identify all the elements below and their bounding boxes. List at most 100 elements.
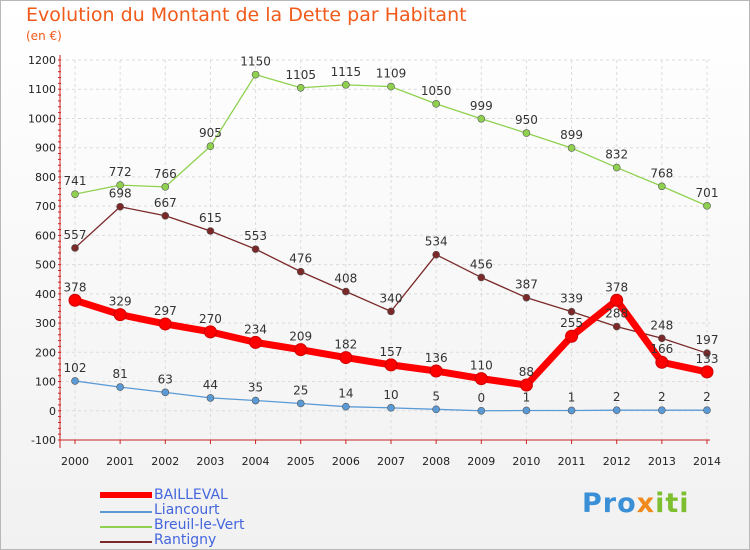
data-label-breuil-le-vert: 1115 [331,65,362,79]
data-point-liancourt [251,396,260,405]
data-label-breuil-le-vert: 701 [696,186,719,200]
data-label-rantigny: 553 [244,229,267,243]
data-point-breuil-le-vert [161,183,170,191]
data-label-breuil-le-vert: 905 [199,126,222,140]
y-tick-label: 1200 [28,54,56,67]
data-point-breuil-le-vert [432,100,440,108]
data-label-bailleval: 166 [650,342,673,356]
data-label-bailleval: 157 [380,345,403,359]
x-tick-label: 2008 [422,455,450,468]
x-tick-label: 2011 [558,455,586,468]
x-tick-label: 2001 [106,455,134,468]
legend-swatch-breuil-le-vert [100,526,152,528]
data-label-bailleval: 136 [425,351,448,365]
legend-label-bailleval: BAILLEVAL [154,487,228,503]
data-point-rantigny [206,227,215,235]
data-point-bailleval [113,308,127,322]
data-label-rantigny: 339 [560,292,583,306]
y-tick-label: 600 [35,229,56,242]
data-point-rantigny [342,287,350,296]
data-label-bailleval: 110 [470,359,493,373]
y-tick-label: 700 [35,200,56,213]
data-label-liancourt: 2 [658,390,666,404]
data-label-bailleval: 182 [334,338,357,352]
data-label-breuil-le-vert: 1109 [376,67,407,81]
x-tick-label: 2014 [693,455,721,468]
data-point-breuil-le-vert [703,202,711,210]
data-point-breuil-le-vert [296,83,305,92]
data-label-liancourt: 102 [64,361,87,375]
legend-label-liancourt: Liancourt [154,502,220,518]
data-point-rantigny [612,322,621,331]
x-tick-label: 2007 [377,455,405,468]
data-point-breuil-le-vert [612,163,621,172]
data-label-liancourt: 10 [383,388,398,402]
data-point-breuil-le-vert [477,114,486,123]
data-label-rantigny: 408 [334,272,357,286]
legend-swatch-rantigny [100,541,152,543]
data-label-breuil-le-vert: 768 [650,166,673,180]
x-tick-label: 2000 [61,455,89,468]
data-point-rantigny [251,245,260,253]
data-point-bailleval [158,317,172,331]
data-point-liancourt [432,405,440,414]
data-point-breuil-le-vert [206,142,215,151]
data-point-breuil-le-vert [116,181,124,189]
data-point-rantigny [296,267,305,276]
data-point-bailleval [68,293,82,307]
series-lines [68,70,714,415]
data-label-liancourt: 81 [113,367,128,381]
data-point-breuil-le-vert [342,81,350,89]
y-tick-label: 200 [35,346,56,359]
data-label-breuil-le-vert: 772 [109,165,132,179]
data-label-rantigny: 248 [650,318,673,332]
data-point-liancourt [116,383,124,391]
data-label-liancourt: 35 [248,381,263,395]
data-point-rantigny [116,202,124,211]
data-point-bailleval [655,355,669,369]
data-label-breuil-le-vert: 741 [64,174,87,188]
data-label-liancourt: 44 [203,378,218,392]
data-label-liancourt: 5 [432,389,440,403]
data-point-liancourt [342,402,350,411]
x-tick-label: 2004 [242,455,270,468]
x-tick-label: 2012 [603,455,631,468]
data-point-liancourt [296,399,305,408]
data-label-rantigny: 476 [289,252,312,266]
data-point-bailleval [339,351,353,365]
x-tick-label: 2003 [196,455,224,468]
data-label-breuil-le-vert: 1105 [285,68,316,82]
x-tick-label: 2006 [332,455,360,468]
data-point-liancourt [477,406,486,415]
legend-swatch-bailleval [100,492,152,498]
data-point-liancourt [703,406,711,414]
legend-swatch-liancourt [100,511,152,513]
data-label-liancourt: 1 [523,390,531,404]
legend-label-rantigny: Rantigny [154,532,217,548]
data-point-bailleval [203,325,217,339]
grid [60,59,710,441]
y-tick-label: 1100 [28,83,56,96]
data-point-breuil-le-vert [522,129,531,137]
data-point-breuil-le-vert [251,70,260,79]
data-point-liancourt [387,404,395,412]
data-label-rantigny: 534 [425,235,448,249]
data-label-rantigny: 456 [470,257,493,271]
data-point-breuil-le-vert [71,190,79,198]
data-label-breuil-le-vert: 766 [154,167,177,181]
data-label-breuil-le-vert: 899 [560,128,583,142]
y-tick-label: 300 [35,317,56,330]
data-point-liancourt [612,406,621,414]
data-label-bailleval: 88 [519,365,534,379]
data-point-rantigny [71,244,79,252]
y-tick-label: 800 [35,171,56,184]
data-label-breuil-le-vert: 832 [605,148,628,162]
y-tick-label: 400 [35,288,56,301]
data-label-bailleval: 234 [244,322,267,336]
data-label-rantigny: 667 [154,196,177,210]
data-point-bailleval [294,343,308,357]
data-point-breuil-le-vert [387,82,395,91]
